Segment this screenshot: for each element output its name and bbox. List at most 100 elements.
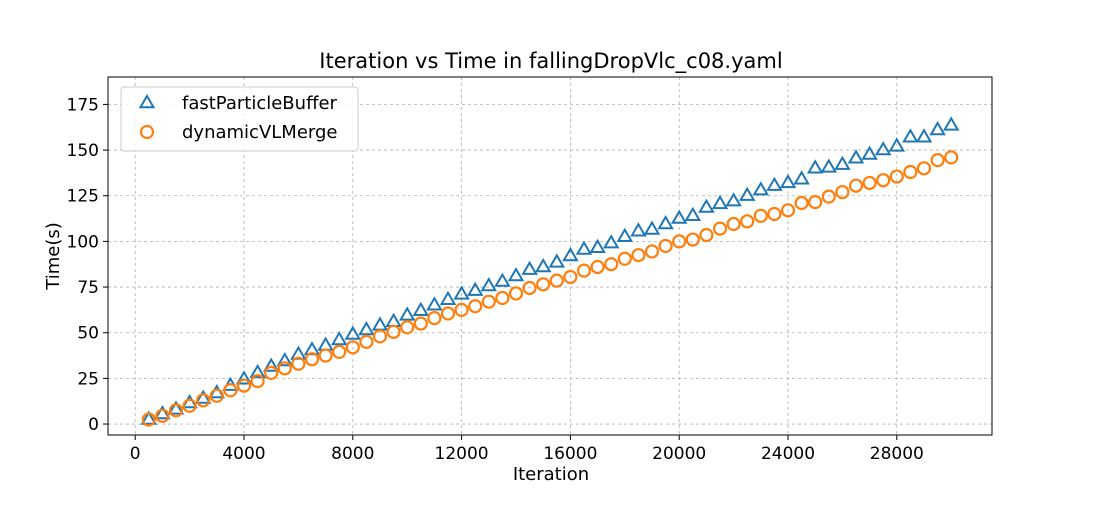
- data-point-fastparticlebuffer: [616, 227, 634, 242]
- data-point-fastparticlebuffer: [766, 176, 783, 191]
- data-point-fastparticlebuffer: [602, 234, 620, 249]
- y-axis-label: Time(s): [43, 222, 64, 290]
- data-point-fastparticlebuffer: [521, 260, 538, 275]
- data-point-fastparticlebuffer: [643, 220, 661, 235]
- data-point-dynamicvlmerge: [658, 238, 673, 254]
- x-tick-label: 20000: [652, 444, 706, 464]
- data-point-fastparticlebuffer: [711, 194, 729, 210]
- y-axis-ticks: 0 25 50 75 100 125 150 175: [67, 95, 108, 435]
- data-point-dynamicvlmerge: [413, 316, 428, 331]
- data-point-fastparticlebuffer: [698, 198, 715, 213]
- data-point-fastparticlebuffer: [548, 253, 566, 268]
- data-point-fastparticlebuffer: [738, 186, 756, 201]
- legend: fastParticleBuffer dynamicVLMerge: [120, 86, 359, 152]
- data-point-dynamicvlmerge: [318, 348, 333, 363]
- data-point-fastparticlebuffer: [358, 321, 375, 336]
- x-tick-label: 28000: [870, 444, 924, 464]
- data-point-fastparticlebuffer: [317, 336, 334, 351]
- data-point-fastparticlebuffer: [779, 173, 797, 189]
- data-point-dynamicvlmerge: [808, 195, 823, 210]
- data-point-dynamicvlmerge: [332, 344, 347, 359]
- data-point-fastparticlebuffer: [249, 363, 266, 379]
- data-point-fastparticlebuffer: [412, 301, 430, 316]
- data-point-fastparticlebuffer: [874, 141, 892, 156]
- data-point-fastparticlebuffer: [466, 281, 484, 296]
- data-point-dynamicvlmerge: [168, 403, 184, 418]
- data-point-fastparticlebuffer: [725, 192, 742, 207]
- data-point-dynamicvlmerge: [631, 247, 646, 263]
- plot-frame: [107, 76, 993, 436]
- y-tick-label: 150: [67, 141, 99, 161]
- data-point-dynamicvlmerge: [944, 150, 959, 165]
- legend-label-fastparticlebuffer: fastParticleBuffer: [182, 93, 338, 114]
- y-tick-label: 50: [77, 324, 99, 344]
- data-point-fastparticlebuffer: [480, 277, 498, 292]
- data-point-fastparticlebuffer: [426, 296, 443, 311]
- legend-marker-icon-fastparticlebuffer: [138, 94, 156, 109]
- data-point-fastparticlebuffer: [793, 170, 810, 185]
- data-point-dynamicvlmerge: [236, 378, 252, 393]
- data-point-dynamicvlmerge: [712, 221, 728, 236]
- data-point-fastparticlebuffer: [684, 206, 702, 221]
- data-point-dynamicvlmerge: [386, 324, 401, 339]
- data-point-dynamicvlmerge: [536, 277, 551, 292]
- data-point-fastparticlebuffer: [929, 121, 946, 136]
- data-point-dynamicvlmerge: [821, 189, 836, 204]
- data-point-dynamicvlmerge: [209, 388, 224, 403]
- data-point-dynamicvlmerge: [359, 334, 374, 349]
- data-point-fastparticlebuffer: [154, 405, 171, 420]
- data-point-fastparticlebuffer: [398, 306, 416, 321]
- data-point-dynamicvlmerge: [576, 263, 592, 278]
- data-point-fastparticlebuffer: [834, 155, 851, 170]
- data-point-dynamicvlmerge: [930, 153, 945, 168]
- data-point-fastparticlebuffer: [303, 341, 321, 356]
- data-point-dynamicvlmerge: [835, 184, 850, 200]
- data-point-dynamicvlmerge: [590, 259, 605, 275]
- data-point-dynamicvlmerge: [549, 273, 564, 288]
- data-point-dynamicvlmerge: [440, 306, 456, 321]
- data-point-fastparticlebuffer: [915, 128, 933, 143]
- data-point-fastparticlebuffer: [344, 325, 362, 340]
- data-point-fastparticlebuffer: [888, 137, 906, 152]
- data-point-dynamicvlmerge: [345, 340, 360, 355]
- data-point-dynamicvlmerge: [400, 320, 415, 335]
- data-point-fastparticlebuffer: [847, 149, 865, 164]
- legend-marker-fastparticlebuffer: [138, 94, 156, 109]
- x-tick-label: 0: [130, 444, 141, 464]
- legend-box: [120, 86, 359, 152]
- data-point-dynamicvlmerge: [196, 393, 211, 408]
- data-point-dynamicvlmerge: [794, 195, 809, 211]
- data-point-fastparticlebuffer: [194, 389, 212, 404]
- legend-marker-dynamicvlmerge: [139, 124, 155, 140]
- data-point-fastparticlebuffer: [670, 209, 688, 224]
- data-point-dynamicvlmerge: [862, 175, 877, 191]
- data-point-fastparticlebuffer: [235, 370, 253, 385]
- data-point-dynamicvlmerge: [264, 365, 279, 380]
- x-tick-label: 16000: [543, 444, 597, 464]
- data-point-dynamicvlmerge: [644, 244, 660, 259]
- data-point-fastparticlebuffer: [330, 331, 348, 346]
- data-point-dynamicvlmerge: [767, 206, 782, 222]
- x-axis-ticks: 0 4000 8000 12000 16000 20000 24000 28000: [130, 435, 924, 464]
- data-point-dynamicvlmerge: [848, 178, 864, 193]
- y-tick-label: 25: [77, 369, 99, 389]
- data-point-fastparticlebuffer: [507, 267, 525, 282]
- data-point-fastparticlebuffer: [494, 272, 511, 287]
- data-point-dynamicvlmerge: [699, 227, 714, 243]
- data-point-dynamicvlmerge: [250, 374, 265, 389]
- data-point-dynamicvlmerge: [454, 302, 469, 317]
- data-point-dynamicvlmerge: [780, 203, 796, 218]
- data-point-fastparticlebuffer: [657, 215, 674, 230]
- data-point-fastparticlebuffer: [752, 181, 770, 196]
- data-point-dynamicvlmerge: [468, 299, 483, 314]
- data-point-dynamicvlmerge: [508, 286, 524, 301]
- x-tick-label: 4000: [222, 444, 265, 464]
- data-point-fastparticlebuffer: [534, 258, 552, 273]
- y-tick-label: 75: [77, 278, 99, 298]
- data-point-dynamicvlmerge: [304, 352, 320, 367]
- data-point-dynamicvlmerge: [916, 161, 932, 176]
- data-point-dynamicvlmerge: [903, 164, 918, 180]
- data-point-dynamicvlmerge: [726, 216, 741, 232]
- data-point-dynamicvlmerge: [182, 398, 197, 413]
- data-point-fastparticlebuffer: [439, 290, 457, 305]
